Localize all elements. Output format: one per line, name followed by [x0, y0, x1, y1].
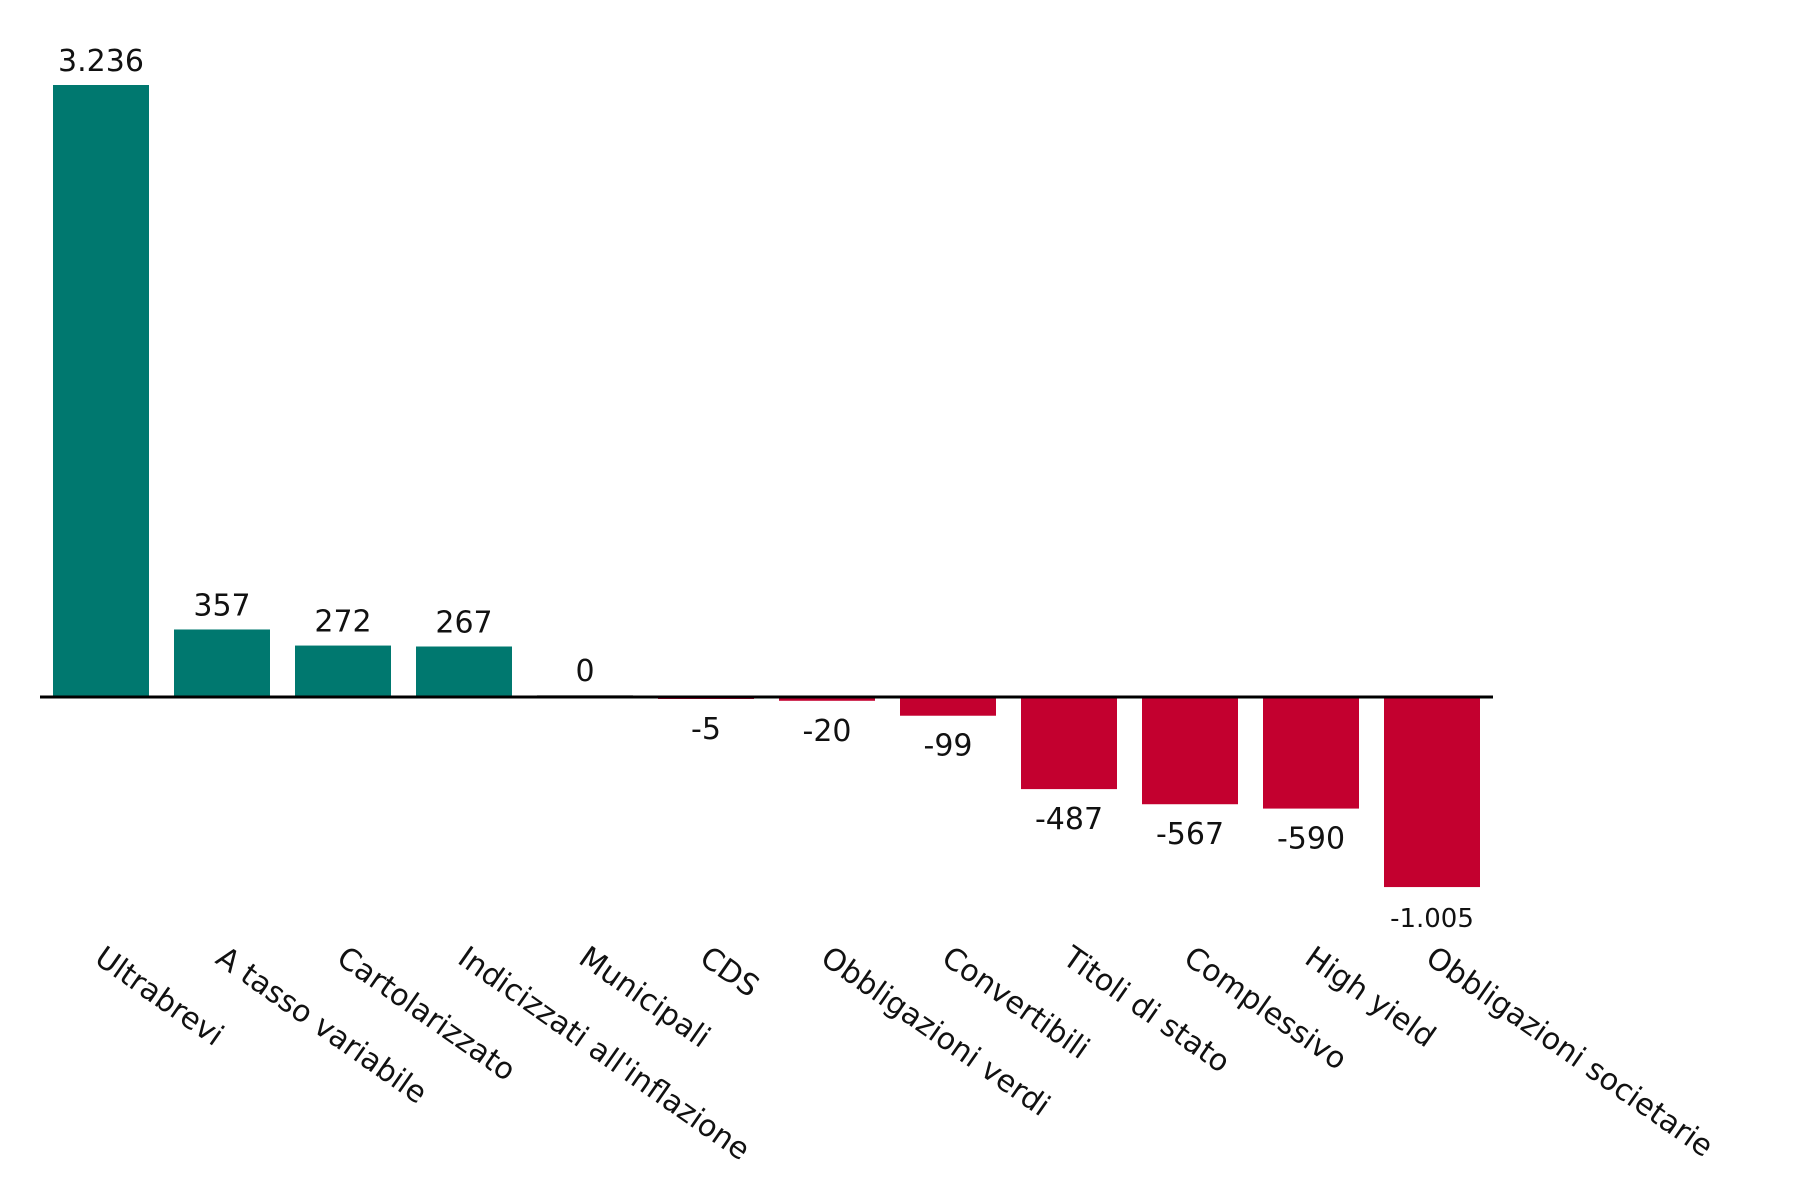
category-label-11: Obbligazioni societarie — [1419, 940, 1719, 1165]
bar-11 — [1384, 697, 1480, 888]
value-label-4: 0 — [575, 654, 594, 689]
bar-7 — [900, 697, 996, 716]
bar-10 — [1263, 697, 1359, 809]
value-labels-layer: 3.236 357 272 267 0 -5 -20 -99 -487 -567 -590 -1.00… — [58, 44, 1474, 934]
bar-1 — [174, 629, 270, 697]
value-label-11: -1.005 — [1390, 904, 1474, 934]
value-label-5: -5 — [691, 712, 721, 747]
value-label-9: -567 — [1156, 817, 1224, 852]
bar-0 — [53, 85, 149, 697]
value-label-10: -590 — [1277, 822, 1345, 857]
bar-6 — [779, 697, 875, 701]
bar-2 — [295, 645, 391, 697]
bar-3 — [416, 646, 512, 697]
category-label-1: A tasso variabile — [209, 940, 433, 1111]
category-label-0: Ultrabrevi — [88, 940, 229, 1054]
value-label-6: -20 — [803, 714, 852, 749]
value-label-0: 3.236 — [58, 44, 144, 79]
value-label-7: -99 — [924, 729, 973, 764]
bar-9 — [1142, 697, 1238, 805]
category-label-5: CDS — [693, 940, 765, 1005]
value-label-3: 267 — [435, 606, 492, 641]
bar-8 — [1021, 697, 1117, 790]
bars-layer — [53, 85, 1480, 888]
value-label-8: -487 — [1035, 802, 1103, 837]
value-label-2: 272 — [314, 605, 371, 640]
value-label-1: 357 — [193, 588, 250, 623]
